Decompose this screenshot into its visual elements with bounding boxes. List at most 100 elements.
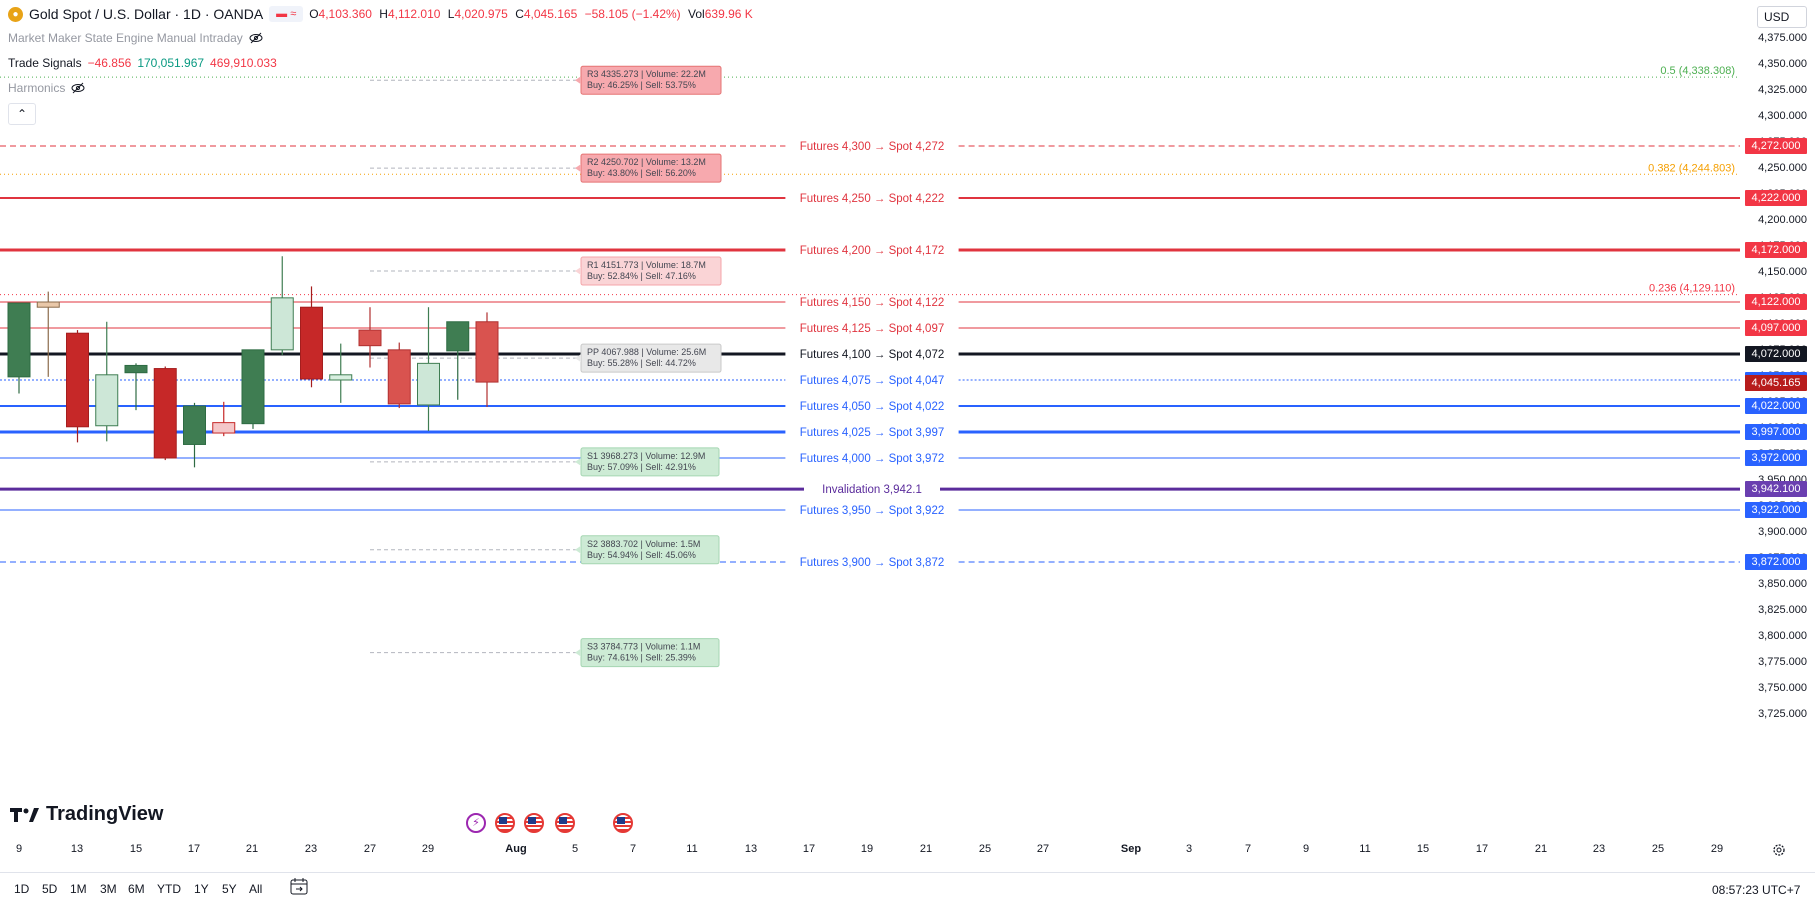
pivot-label: R3 4335.273 | Volume: 22.2M xyxy=(587,69,706,79)
level-label: Futures 4,250 → Spot 4,222 xyxy=(800,193,944,205)
gear-icon[interactable] xyxy=(1772,843,1786,857)
pivot-label-buy-sell: Buy: 46.25% | Sell: 53.75% xyxy=(587,80,696,90)
level-label: Futures 4,075 → Spot 4,047 xyxy=(800,375,944,387)
time-tick-label: 17 xyxy=(187,843,201,855)
price-tick-label: 4,200.000 xyxy=(1758,213,1807,226)
legend-main: ● Gold Spot / U.S. Dollar · 1D · OANDA ▬… xyxy=(8,6,757,22)
collapse-legend-button[interactable]: ⌃ xyxy=(8,103,36,125)
time-tick-label: 27 xyxy=(363,843,377,855)
time-tick-label: 17 xyxy=(1475,843,1489,855)
price-tick-label: 3,750.000 xyxy=(1758,681,1807,694)
time-tick-label: 9 xyxy=(15,843,23,855)
level-label: Futures 4,300 → Spot 4,272 xyxy=(800,141,944,153)
time-tick-label: 19 xyxy=(860,843,874,855)
price-tick-label: 3,850.000 xyxy=(1758,577,1807,590)
price-tick-label: 4,300.000 xyxy=(1758,109,1807,122)
candle-body xyxy=(66,332,89,428)
pivot-label: R2 4250.702 | Volume: 13.2M xyxy=(587,157,706,167)
time-tick-label: 27 xyxy=(1036,843,1050,855)
time-tick-label: 7 xyxy=(629,843,637,855)
indicator-toggle-icon[interactable]: ▬ ≈ xyxy=(269,6,304,22)
time-tick-label: 15 xyxy=(129,843,143,855)
price-tag: 4,222.000 xyxy=(1745,190,1807,207)
candle-body xyxy=(358,329,382,347)
level-label: Futures 4,050 → Spot 4,022 xyxy=(800,401,944,413)
calendar-goto-icon[interactable] xyxy=(288,876,310,898)
range-button-6m[interactable]: 6M xyxy=(128,882,145,896)
pivot-label-buy-sell: Buy: 54.94% | Sell: 45.06% xyxy=(587,550,696,560)
level-label: Futures 4,100 → Spot 4,072 xyxy=(800,349,944,361)
bottom-toolbar xyxy=(0,872,1815,904)
price-tick-label: 4,375.000 xyxy=(1758,31,1807,44)
price-tick-label: 3,900.000 xyxy=(1758,525,1807,538)
range-button-5y[interactable]: 5Y xyxy=(222,882,237,896)
time-tick-label: 13 xyxy=(70,843,84,855)
time-tick-label: 15 xyxy=(1416,843,1430,855)
time-tick-label: 21 xyxy=(245,843,259,855)
price-tick-label: 4,250.000 xyxy=(1758,161,1807,174)
price-tick-label: 3,825.000 xyxy=(1758,603,1807,616)
tradingview-logo[interactable]: TradingView xyxy=(10,803,163,826)
candle-body xyxy=(7,302,31,378)
range-button-1d[interactable]: 1D xyxy=(14,882,30,896)
price-tick-label: 3,800.000 xyxy=(1758,629,1807,642)
fib-label: 0.382 (4,244.803) xyxy=(1648,162,1735,174)
pivot-pointer xyxy=(575,457,581,466)
pivot-label: R1 4151.773 | Volume: 18.7M xyxy=(587,260,706,270)
level-label: Futures 4,200 → Spot 4,172 xyxy=(800,245,944,257)
time-tick-label: 5 xyxy=(571,843,579,855)
time-tick-label: 21 xyxy=(1534,843,1548,855)
time-tick-label: 13 xyxy=(744,843,758,855)
range-button-5d[interactable]: 5D xyxy=(42,882,58,896)
tradingview-logo-icon xyxy=(10,807,39,822)
indicator-trade-signals[interactable]: Trade Signals −46.856 170,051.967 469,91… xyxy=(8,56,277,70)
level-label: Futures 3,900 → Spot 3,872 xyxy=(800,557,944,569)
candle-body xyxy=(124,364,148,374)
currency-selector[interactable]: USD xyxy=(1757,6,1807,28)
hidden-eye-icon[interactable] xyxy=(71,81,85,95)
price-tick-label: 3,775.000 xyxy=(1758,655,1807,668)
level-label: Futures 4,025 → Spot 3,997 xyxy=(800,427,944,439)
price-tag: 4,072.000 xyxy=(1745,346,1807,362)
range-button-3m[interactable]: 3M xyxy=(100,882,117,896)
indicator-harmonics[interactable]: Harmonics xyxy=(8,81,85,95)
fib-label: 0.5 (4,338.308) xyxy=(1660,65,1735,77)
us-flag-icon[interactable] xyxy=(495,813,515,833)
time-tick-label: Aug xyxy=(505,843,527,855)
candle-body xyxy=(241,349,265,425)
current-price-tag: 4,045.165 xyxy=(1745,374,1807,391)
time-tick-label: 9 xyxy=(1302,843,1310,855)
pivot-pointer xyxy=(575,267,581,276)
range-button-1y[interactable]: 1Y xyxy=(194,882,209,896)
indicator-mmse[interactable]: Market Maker State Engine Manual Intrada… xyxy=(8,31,263,45)
symbol-title[interactable]: Gold Spot / U.S. Dollar · 1D · OANDA xyxy=(29,6,264,22)
pivot-label: S1 3968.273 | Volume: 12.9M xyxy=(587,451,705,461)
time-tick-label: 29 xyxy=(1710,843,1724,855)
pivot-label: PP 4067.988 | Volume: 25.6M xyxy=(587,347,706,357)
time-tick-label: 11 xyxy=(1359,843,1371,855)
pivot-pointer xyxy=(575,354,581,363)
candle-body xyxy=(300,306,323,380)
range-button-all[interactable]: All xyxy=(249,882,263,896)
us-flag-icon[interactable] xyxy=(613,813,633,833)
range-button-1m[interactable]: 1M xyxy=(70,882,87,896)
range-button-ytd[interactable]: YTD xyxy=(157,882,181,896)
time-tick-label: Sep xyxy=(1120,843,1142,855)
price-tag: 4,097.000 xyxy=(1745,320,1807,336)
price-tick-label: 4,150.000 xyxy=(1758,265,1807,278)
volume-value: 639.96 K xyxy=(704,7,753,21)
candle-body xyxy=(475,321,499,383)
change-value: −58.105 (−1.42%) xyxy=(584,7,681,21)
price-tag: 4,122.000 xyxy=(1745,294,1807,310)
us-flag-icon[interactable] xyxy=(524,813,544,833)
pivot-label-buy-sell: Buy: 74.61% | Sell: 25.39% xyxy=(587,653,696,663)
pivot-pointer xyxy=(575,164,581,173)
clock[interactable]: 08:57:23 UTC+7 xyxy=(1712,883,1801,897)
us-flag-icon[interactable] xyxy=(555,813,575,833)
pivot-pointer xyxy=(575,648,581,657)
lightning-icon[interactable]: ⚡ xyxy=(466,813,486,833)
candle-body xyxy=(329,374,353,381)
hidden-eye-icon[interactable] xyxy=(249,31,263,45)
candle-body xyxy=(153,368,177,459)
